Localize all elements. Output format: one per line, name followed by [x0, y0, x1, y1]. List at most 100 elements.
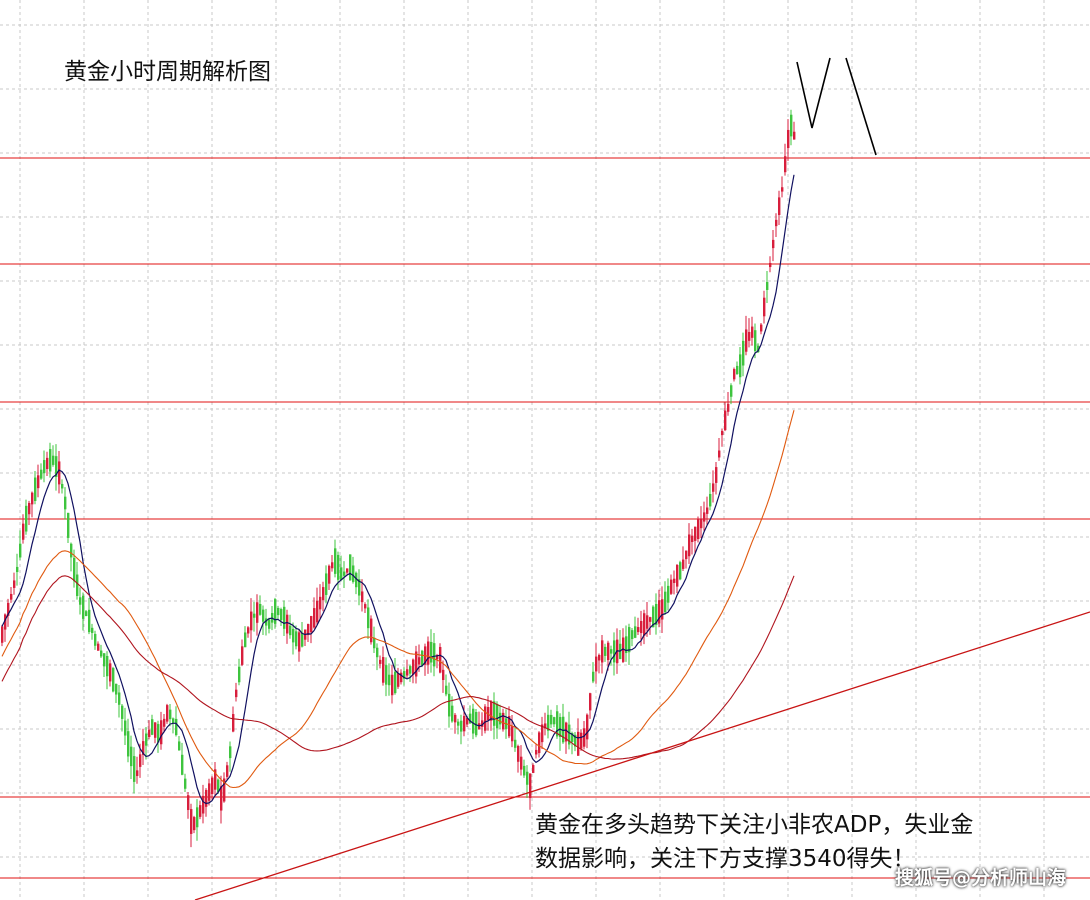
candle-body: [451, 705, 454, 722]
candle-body: [127, 731, 130, 757]
candle-body: [118, 692, 121, 705]
candle-body: [409, 666, 412, 674]
candle-body: [532, 765, 535, 773]
candle-body: [121, 705, 124, 719]
candle-body: [178, 741, 181, 751]
candle-body: [670, 579, 673, 594]
candle-body: [646, 615, 649, 629]
candle-body: [700, 518, 703, 529]
candle-body: [148, 729, 151, 737]
candle-body: [775, 219, 778, 227]
candle-body: [790, 114, 793, 137]
candle-body: [511, 726, 514, 742]
candle-body: [340, 567, 343, 581]
candle-body: [523, 765, 526, 776]
candle-body: [367, 607, 370, 629]
trend-and-forecast-lines: [194, 57, 1090, 900]
candle-body: [316, 600, 319, 623]
candle-body: [112, 668, 115, 692]
candle-body: [157, 724, 160, 743]
candle-body: [778, 197, 781, 215]
candle-body: [526, 771, 529, 785]
candle-body: [481, 720, 484, 727]
candle-body: [673, 578, 676, 583]
candle-body: [358, 579, 361, 596]
candle-body: [544, 723, 547, 729]
candle-body: [739, 354, 742, 378]
candle-body: [253, 613, 256, 618]
candle-body: [502, 712, 505, 730]
candle-body: [76, 574, 79, 596]
candle-body: [634, 626, 637, 638]
moving-average-lines: [1, 174, 795, 805]
candle-body: [520, 756, 523, 770]
candle-body: [493, 701, 496, 726]
candle-body: [172, 718, 175, 724]
candle-body: [598, 654, 601, 661]
candle-body: [298, 632, 301, 652]
candle-body: [628, 627, 631, 653]
candle-body: [145, 733, 148, 746]
support-resistance-lines: [0, 157, 1090, 879]
candle-body: [757, 345, 760, 353]
candle-body: [49, 449, 52, 472]
candle-body: [43, 460, 46, 474]
ascending-trendline: [194, 611, 1090, 900]
candle-body: [52, 455, 55, 465]
candle-body: [250, 611, 253, 631]
candle-body: [715, 467, 718, 483]
candle-body: [391, 674, 394, 696]
candle-body: [211, 777, 214, 795]
candle-body: [682, 559, 685, 569]
candle-body: [592, 671, 595, 682]
candle-body: [445, 685, 448, 695]
candle-body: [667, 585, 670, 603]
candle-body: [16, 566, 19, 573]
candle-body: [601, 640, 604, 663]
candle-body: [463, 715, 466, 732]
candle-body: [286, 614, 289, 634]
candle-body: [31, 492, 34, 505]
candle-body: [751, 326, 754, 338]
candle-body: [448, 693, 451, 717]
candle-body: [19, 543, 22, 558]
candle-body: [664, 591, 667, 613]
candle-body: [70, 543, 73, 558]
candle-body: [760, 324, 763, 332]
candle-body: [235, 689, 238, 698]
watermark: 搜狐号@分析师山海: [894, 867, 1066, 889]
candle-body: [256, 602, 259, 623]
candle-body: [457, 721, 460, 726]
candle-body: [583, 728, 586, 747]
candle-body: [415, 651, 418, 677]
candle-body: [781, 187, 784, 192]
candle-body: [160, 720, 163, 745]
candle-body: [412, 659, 415, 675]
candle-body: [22, 523, 25, 540]
candle-body: [655, 603, 658, 625]
candle-body: [310, 616, 313, 633]
candle-body: [754, 330, 757, 352]
candle-body: [712, 483, 715, 492]
candle-body: [496, 703, 499, 729]
candle-body: [763, 297, 766, 317]
candle-body: [787, 129, 790, 149]
candle-body: [25, 505, 28, 532]
candle-body: [337, 554, 340, 580]
candle-body: [97, 643, 100, 651]
candle-body: [88, 609, 91, 633]
candle-body: [718, 450, 721, 458]
candle-body: [364, 604, 367, 609]
candle-body: [154, 722, 157, 738]
candle-body: [637, 627, 640, 633]
candle-body: [748, 331, 751, 341]
candle-body: [1, 626, 4, 643]
candle-body: [238, 666, 241, 683]
candle-body: [355, 572, 358, 588]
candle-body: [388, 674, 391, 686]
candle-body: [394, 671, 397, 694]
candle-body: [163, 718, 166, 727]
candle-body: [400, 672, 403, 683]
candle-body: [454, 714, 457, 723]
candle-body: [442, 669, 445, 680]
